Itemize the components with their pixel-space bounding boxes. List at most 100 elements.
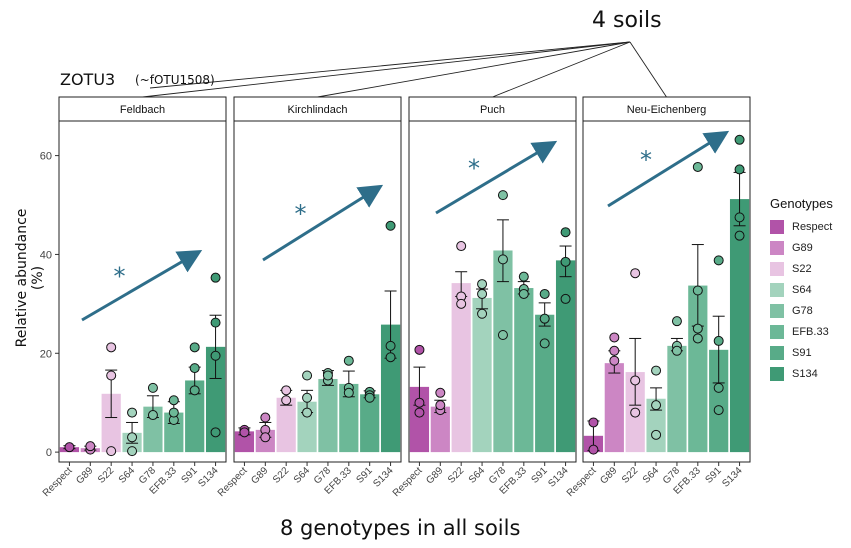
legend-label-S64: S64 xyxy=(792,283,812,296)
point-Kirchlindach-S22-1 xyxy=(281,395,292,406)
facet-strip-0 xyxy=(58,96,227,122)
annotation-genotypes: 8 genotypes in all soils xyxy=(280,516,521,540)
point-Kirchlindach-S64-1 xyxy=(302,407,313,418)
point-Kirchlindach-S64-2 xyxy=(302,392,313,403)
bar-Neu-Eichenberg-S134 xyxy=(729,199,750,453)
point-Puch-S64-1 xyxy=(477,288,488,299)
y-tick-label-0: 0 xyxy=(46,447,52,459)
point-Puch-S22-2 xyxy=(456,298,467,309)
point-Feldbach-G78-1 xyxy=(147,410,158,421)
point-Neu-Eichenberg-EFB.33-2 xyxy=(692,323,703,334)
y-tick-label-40: 40 xyxy=(40,249,52,261)
x-tick-label-Feldbach-S22: S22 xyxy=(96,465,117,486)
legend-item-G78: G78 xyxy=(770,301,833,320)
point-Neu-Eichenberg-EFB.33-3 xyxy=(692,333,703,344)
legend-item-S91: S91 xyxy=(770,343,833,362)
x-tick-label-Neu-Eichenberg-Respect: Respect xyxy=(565,465,599,499)
point-Kirchlindach-S64-0 xyxy=(302,370,313,381)
x-tick-label-Kirchlindach-S64: S64 xyxy=(292,465,313,486)
point-Neu-Eichenberg-Respect-0 xyxy=(588,417,599,428)
bar-Neu-Eichenberg-G78 xyxy=(667,345,687,453)
bar-Feldbach-S134 xyxy=(205,346,226,453)
bar-Puch-G89 xyxy=(430,406,450,453)
point-Feldbach-S134-2 xyxy=(210,350,221,361)
point-Neu-Eichenberg-S134-1 xyxy=(734,164,745,175)
bar-Neu-Eichenberg-G89 xyxy=(604,363,624,453)
bar-Neu-Eichenberg-S91 xyxy=(709,349,729,453)
legend-label-S134: S134 xyxy=(792,367,818,380)
chart-subtitle: (~fOTU1508) xyxy=(135,73,215,87)
leader-line-2 xyxy=(492,41,631,98)
facet-strip-1 xyxy=(233,96,402,122)
legend-swatch-Respect xyxy=(770,219,784,234)
point-Puch-S64-2 xyxy=(477,308,488,319)
point-Kirchlindach-S134-1 xyxy=(385,340,396,351)
point-Puch-S134-0 xyxy=(560,227,571,238)
legend-label-S22: S22 xyxy=(792,262,812,275)
point-Feldbach-S91-1 xyxy=(189,363,200,374)
bar-Feldbach-S22 xyxy=(101,393,121,453)
legend-swatch-S91 xyxy=(770,345,784,360)
legend-swatch-S134 xyxy=(770,366,784,381)
point-Feldbach-S134-3 xyxy=(210,427,221,438)
bar-Kirchlindach-S64 xyxy=(297,401,317,453)
point-Neu-Eichenberg-S91-3 xyxy=(713,405,724,416)
legend-label-Respect: Respect xyxy=(792,220,833,233)
y-tick-label-20: 20 xyxy=(40,348,52,360)
legend-item-S22: S22 xyxy=(770,259,833,278)
point-Neu-Eichenberg-Respect-1 xyxy=(588,444,599,455)
point-Puch-Respect-2 xyxy=(414,407,425,418)
point-Puch-S91-0 xyxy=(539,288,550,299)
annotation-soils: 4 soils xyxy=(592,8,662,33)
point-Neu-Eichenberg-G89-2 xyxy=(609,355,620,366)
point-Feldbach-S134-0 xyxy=(210,272,221,283)
point-Neu-Eichenberg-S22-2 xyxy=(630,407,641,418)
significance-star-2: * xyxy=(468,155,480,183)
trend-arrow-1 xyxy=(262,184,384,262)
x-tick-label-Neu-Eichenberg-S64: S64 xyxy=(641,465,662,486)
point-Kirchlindach-S91-2 xyxy=(364,392,375,403)
x-tick-label-Feldbach-G89: G89 xyxy=(74,465,95,486)
point-Puch-S91-1 xyxy=(539,313,550,324)
point-Kirchlindach-S22-0 xyxy=(281,385,292,396)
leader-line-0 xyxy=(142,41,631,98)
panel-border-2 xyxy=(408,120,577,463)
point-Feldbach-EFB.33-2 xyxy=(168,407,179,418)
point-Puch-G78-2 xyxy=(497,329,508,340)
bar-Puch-S22 xyxy=(451,283,471,453)
point-Feldbach-S22-1 xyxy=(106,370,117,381)
y-tick-label-60: 60 xyxy=(40,151,52,163)
bar-Puch-S64 xyxy=(472,297,492,453)
point-Feldbach-S22-2 xyxy=(106,446,117,457)
point-Kirchlindach-G89-2 xyxy=(260,432,271,443)
point-Feldbach-S22-0 xyxy=(106,342,117,353)
point-Puch-S91-2 xyxy=(539,338,550,349)
point-Kirchlindach-G78-2 xyxy=(322,370,333,381)
point-Puch-G89-0 xyxy=(435,387,446,398)
x-tick-label-Feldbach-S134: S134 xyxy=(196,465,221,490)
bar-Kirchlindach-S91 xyxy=(360,394,380,453)
bar-Puch-G78 xyxy=(493,250,513,453)
x-tick-label-Kirchlindach-G89: G89 xyxy=(249,465,270,486)
point-Neu-Eichenberg-S134-3 xyxy=(734,230,745,241)
point-Feldbach-S91-0 xyxy=(189,342,200,353)
point-Neu-Eichenberg-S91-0 xyxy=(713,255,724,266)
point-Feldbach-EFB.33-0 xyxy=(168,395,179,406)
bar-Puch-EFB.33 xyxy=(514,288,534,453)
legend-label-EFB.33: EFB.33 xyxy=(792,325,829,338)
point-Neu-Eichenberg-S22-1 xyxy=(630,375,641,386)
x-tick-label-Neu-Eichenberg-G89: G89 xyxy=(598,465,619,486)
x-tick-label-Puch-Respect: Respect xyxy=(391,465,425,499)
legend-swatch-S64 xyxy=(770,282,784,297)
point-Neu-Eichenberg-S91-2 xyxy=(713,382,724,393)
point-Feldbach-Respect-0 xyxy=(64,442,75,453)
legend-item-S64: S64 xyxy=(770,280,833,299)
point-Neu-Eichenberg-S134-0 xyxy=(734,134,745,145)
legend-item-G89: G89 xyxy=(770,238,833,257)
point-Puch-S134-2 xyxy=(560,293,571,304)
point-Puch-EFB.33-2 xyxy=(518,288,529,299)
significance-star-0: * xyxy=(114,263,126,291)
legend-swatch-S22 xyxy=(770,261,784,276)
point-Puch-EFB.33-0 xyxy=(518,271,529,282)
